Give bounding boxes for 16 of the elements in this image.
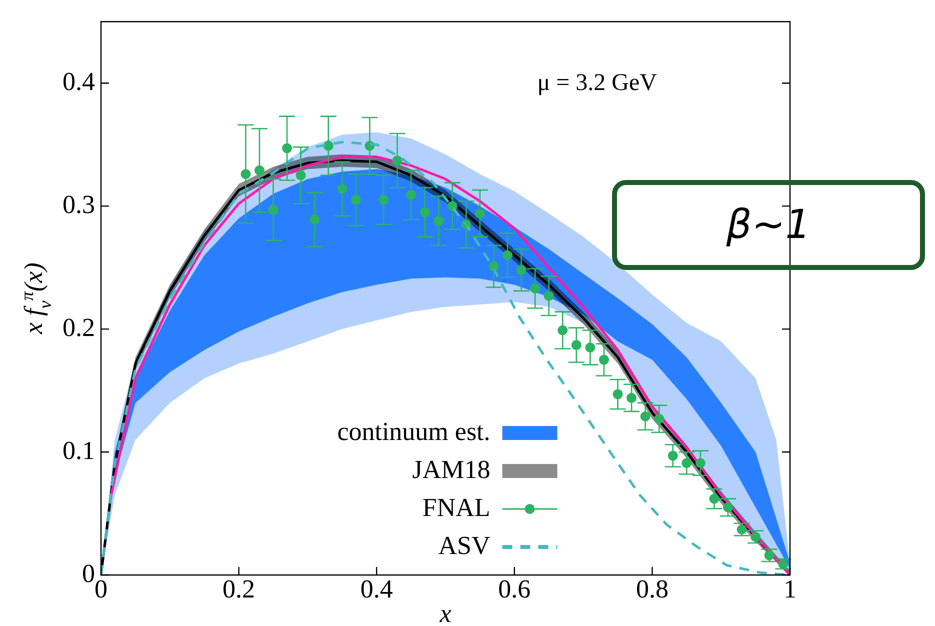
x-axis-title: x	[438, 599, 452, 626]
y-tick-label: 0.3	[62, 190, 95, 219]
y-axis-title: x fvπ(x)	[16, 262, 56, 335]
legend-label: JAM18	[412, 454, 490, 484]
annotation: μ = 3.2 GeV	[537, 70, 658, 96]
x-tick-label: 1	[784, 574, 796, 604]
x-tick-label: 0.4	[360, 574, 393, 604]
x-tick-label: 0.2	[222, 574, 256, 604]
y-tick-label: 0.1	[62, 436, 95, 465]
legend-label: FNAL	[422, 492, 490, 522]
y-tick-label: 0.2	[62, 312, 95, 342]
x-tick-label: 0.8	[636, 574, 668, 604]
legend-label: ASV	[438, 530, 491, 560]
legend-label: continuum est.	[337, 416, 490, 446]
x-tick-label: 0.6	[498, 574, 531, 604]
y-tick-label: 0.4	[62, 66, 95, 96]
